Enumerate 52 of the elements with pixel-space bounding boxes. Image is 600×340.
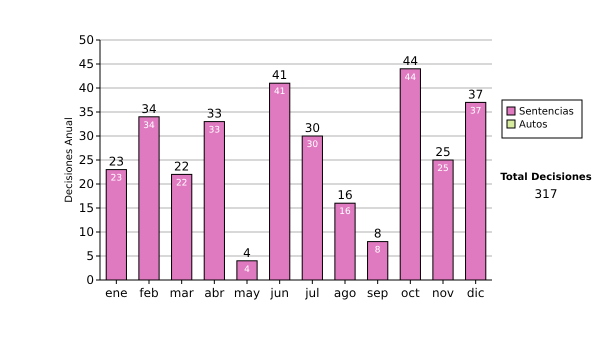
data-label: 37: [470, 106, 482, 116]
data-label: 8: [374, 246, 381, 256]
text: 317: [534, 187, 558, 201]
y-tick-label: 45: [78, 57, 94, 72]
y-tick-label: 20: [78, 177, 94, 192]
legend-label: Sentencias: [519, 106, 574, 118]
total-label: 16: [337, 188, 353, 202]
data-label: 41: [274, 87, 286, 98]
total-label: 8: [374, 226, 382, 241]
total-label: 30: [304, 121, 320, 135]
y-tick-label: 30: [78, 129, 94, 144]
total-label: 41: [272, 68, 288, 82]
y-tick-label: 50: [78, 33, 94, 48]
y-tick-label: 25: [78, 153, 94, 168]
total-label: 22: [174, 159, 190, 174]
x-tick-label: feb: [139, 286, 159, 300]
data-label: 30: [306, 140, 318, 150]
x-tick-label: ago: [334, 286, 356, 300]
x-tick-label: sep: [367, 286, 388, 300]
y-tick-label: 40: [78, 81, 94, 96]
x-tick-label: oct: [401, 286, 420, 300]
data-label: 25: [437, 164, 449, 174]
data-label: 16: [339, 207, 351, 218]
x-tick-label: may: [234, 286, 260, 300]
total-label: 37: [468, 87, 484, 102]
y-tick-label: 35: [78, 105, 94, 120]
x-tick-label: mar: [170, 286, 194, 300]
data-label: 23: [110, 174, 122, 184]
data-label: 34: [143, 120, 155, 131]
total-label: 44: [402, 54, 418, 68]
y-tick-label: 15: [78, 201, 94, 216]
text: Total Decisiones: [500, 172, 592, 183]
x-tick-label: abr: [204, 286, 224, 300]
y-tick-label: 10: [78, 225, 94, 240]
y-tick-label: 5: [86, 249, 94, 264]
x-tick-label: ene: [105, 286, 128, 300]
data-label: 4: [244, 264, 250, 275]
x-tick-label: jun: [269, 286, 289, 300]
y-axis-title: Decisiones Anual: [64, 117, 75, 203]
x-tick-label: jul: [304, 286, 320, 300]
data-label: 44: [404, 72, 416, 83]
y-tick-label: 0: [86, 273, 94, 288]
total-label: 4: [243, 246, 251, 260]
x-tick-label: nov: [432, 286, 454, 300]
total-label: 23: [108, 154, 124, 169]
total-label: 25: [435, 145, 451, 159]
legend-label: Autos: [519, 120, 548, 130]
data-label: 33: [208, 126, 220, 136]
x-tick-label: dic: [466, 286, 484, 300]
data-label: 22: [176, 178, 188, 188]
total-label: 34: [141, 102, 157, 116]
total-label: 33: [206, 106, 222, 121]
